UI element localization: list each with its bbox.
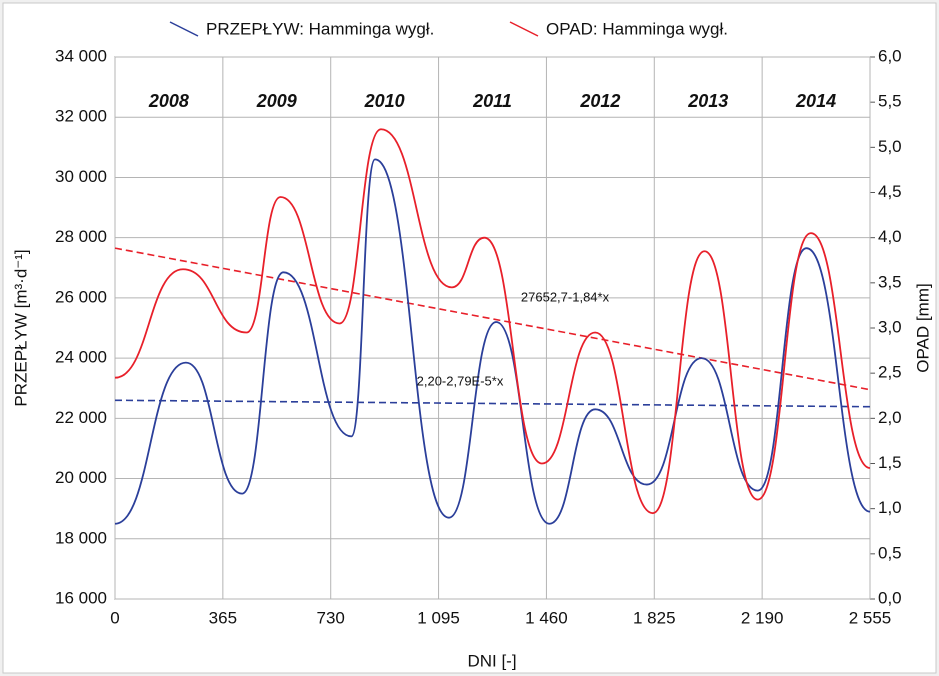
x-axis-label: DNI [-]: [467, 651, 516, 670]
y-tick-label: 20 000: [55, 468, 107, 487]
y2-tick-label: 5,5: [878, 92, 902, 111]
y2-tick-label: 1,5: [878, 453, 902, 472]
year-label: 2011: [472, 91, 512, 111]
legend-label: PRZEPŁYW: Hamminga wygł.: [206, 19, 434, 38]
y-tick-label: 18 000: [55, 528, 107, 547]
x-tick-label: 0: [110, 608, 119, 627]
y2-tick-label: 4,0: [878, 227, 902, 246]
x-tick-label: 1 095: [417, 608, 460, 627]
y2-tick-label: 0,5: [878, 543, 902, 562]
y-tick-label: 34 000: [55, 46, 107, 65]
y2-tick-label: 2,0: [878, 408, 902, 427]
y-tick-label: 16 000: [55, 588, 107, 607]
legend-label: OPAD: Hamminga wygł.: [546, 19, 728, 38]
year-label: 2013: [687, 91, 728, 111]
x-tick-label: 730: [317, 608, 345, 627]
y-tick-label: 24 000: [55, 348, 107, 367]
plot-area: [114, 56, 871, 600]
x-tick-label: 1 825: [633, 608, 676, 627]
data-line: [114, 158, 871, 525]
x-tick-label: 365: [209, 608, 237, 627]
legend-swatch: [169, 21, 199, 37]
y2-axis-label: OPAD [mm]: [913, 283, 932, 372]
y-tick-label: 26 000: [55, 287, 107, 306]
data-line: [114, 128, 871, 515]
y2-tick-label: 4,5: [878, 182, 902, 201]
y2-tick-label: 1,0: [878, 498, 902, 517]
y-axis-label: PRZEPŁYW [m³·d⁻¹]: [11, 249, 30, 406]
y2-tick-label: 2,5: [878, 363, 902, 382]
y-tick-label: 22 000: [55, 408, 107, 427]
y2-tick-label: 6,0: [878, 46, 902, 65]
legend-swatch: [509, 21, 539, 37]
y2-tick-label: 3,0: [878, 317, 902, 336]
y-tick-label: 32 000: [55, 107, 107, 126]
y2-tick-label: 0,0: [878, 588, 902, 607]
x-tick-label: 1 460: [525, 608, 568, 627]
trend-equation: 2,20-2,79E-5*x: [417, 373, 504, 388]
year-label: 2008: [148, 91, 189, 111]
year-label: 2009: [256, 91, 297, 111]
year-label: 2012: [579, 91, 620, 111]
y-tick-label: 30 000: [55, 167, 107, 186]
year-label: 2014: [795, 91, 836, 111]
x-tick-label: 2 555: [849, 608, 892, 627]
trend-line: [114, 399, 871, 408]
trend-equation: 27652,7-1,84*x: [521, 289, 610, 304]
x-tick-label: 2 190: [741, 608, 784, 627]
year-label: 2010: [364, 91, 405, 111]
y2-tick-label: 3,5: [878, 272, 902, 291]
trend-line: [114, 247, 871, 391]
y-tick-label: 28 000: [55, 227, 107, 246]
y2-tick-label: 5,0: [878, 137, 902, 156]
